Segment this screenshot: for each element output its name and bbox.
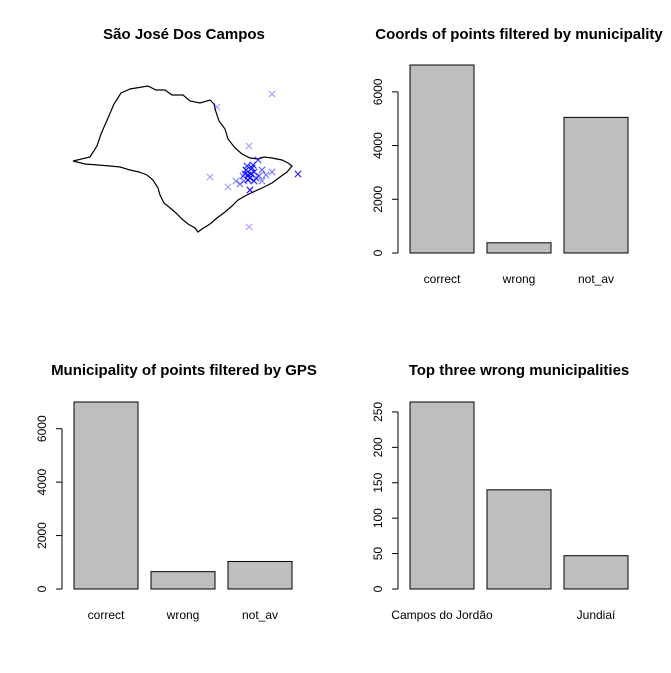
map-point [213, 103, 221, 111]
map-point [246, 186, 254, 194]
map-title: São José Dos Campos [103, 26, 265, 43]
y-tick-label: 150 [371, 472, 385, 492]
map-point [243, 162, 251, 170]
bar [563, 555, 629, 590]
plot-area: 0 2000 4000 6000 correct wrong not_av [371, 64, 629, 286]
map-point [258, 177, 266, 185]
bar [73, 401, 139, 590]
map-point [247, 170, 255, 178]
bar [227, 560, 293, 590]
y-tick-label: 0 [371, 249, 385, 256]
map-point [236, 180, 244, 188]
state-outline [72, 85, 293, 233]
category-label: wrong [502, 272, 536, 286]
y-tick-label: 6000 [35, 415, 49, 442]
y-tick-label: 250 [371, 402, 385, 422]
category-label: not_av [242, 608, 278, 622]
y-tick-label: 100 [371, 508, 385, 528]
bar [486, 489, 552, 590]
bar [563, 116, 629, 254]
category-label: Campos do Jordão [391, 608, 493, 622]
bar [486, 242, 552, 254]
map-point [255, 172, 263, 180]
bar [409, 64, 475, 254]
y-tick-label: 0 [35, 585, 49, 592]
y-tick-label: 2000 [371, 186, 385, 213]
plot-area: 0 2000 4000 6000 correct wrong not_av [35, 401, 293, 622]
category-label: Jundiaí [577, 608, 616, 622]
map-point [244, 176, 252, 184]
y-tick-label: 4000 [35, 468, 49, 495]
bar-chart-municipality-by-gps: Municipality of points filtered by GPS 0… [35, 362, 317, 622]
plot-area: 0 50 100 150 200 250 Campos do Jordão Jundiaí [371, 401, 629, 622]
map-point [249, 161, 257, 169]
map-point [262, 171, 270, 179]
map-point [241, 170, 249, 178]
chart-title: Municipality of points filtered by GPS [51, 362, 317, 379]
y-tick-label: 0 [371, 585, 385, 592]
map-points [206, 90, 302, 231]
map-point [206, 173, 214, 181]
category-label: wrong [166, 608, 200, 622]
y-tick-label: 6000 [371, 78, 385, 105]
map-point [258, 166, 266, 174]
y-tick-label: 200 [371, 437, 385, 457]
category-label: correct [424, 272, 461, 286]
map-point [245, 142, 253, 150]
bar [409, 401, 475, 590]
map-panel: São José Dos Campos [72, 26, 302, 233]
map-point [232, 177, 240, 185]
bar-chart-coords-by-municipality: Coords of points filtered by municipalit… [371, 26, 663, 286]
category-label: not_av [578, 272, 614, 286]
y-tick-label: 50 [371, 547, 385, 561]
category-label: correct [88, 608, 125, 622]
map-point [294, 170, 302, 178]
map-point [268, 168, 276, 176]
chart-title: Top three wrong municipalities [409, 362, 630, 379]
map-point [224, 183, 232, 191]
map-point [268, 90, 276, 98]
chart-title: Coords of points filtered by municipalit… [375, 26, 663, 43]
bar [150, 571, 216, 590]
map-point [245, 223, 253, 231]
y-tick-label: 2000 [35, 522, 49, 549]
y-tick-label: 4000 [371, 132, 385, 159]
bar-chart-top-wrong-municipalities: Top three wrong municipalities 0 50 100 150… [371, 362, 629, 622]
